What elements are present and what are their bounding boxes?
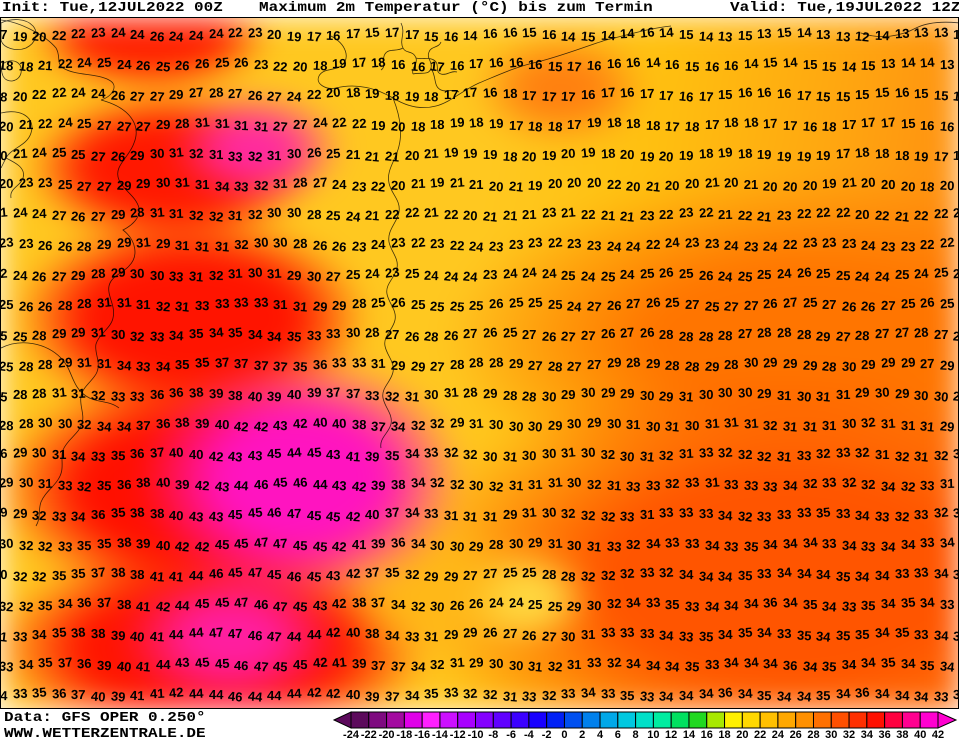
svg-text:8: 8 — [633, 729, 639, 741]
svg-text:-14: -14 — [432, 729, 449, 741]
svg-text:20: 20 — [736, 729, 748, 741]
svg-text:40: 40 — [914, 729, 926, 741]
svg-text:32: 32 — [843, 729, 855, 741]
svg-text:-20: -20 — [379, 729, 395, 741]
svg-text:-24: -24 — [343, 729, 360, 741]
svg-text:-18: -18 — [396, 729, 412, 741]
svg-text:-6: -6 — [506, 729, 516, 741]
svg-text:28: 28 — [807, 729, 819, 741]
svg-text:38: 38 — [896, 729, 908, 741]
svg-text:34: 34 — [861, 729, 874, 741]
svg-text:42: 42 — [932, 729, 944, 741]
svg-text:0: 0 — [561, 729, 567, 741]
svg-text:16: 16 — [701, 729, 713, 741]
svg-text:14: 14 — [683, 729, 696, 741]
svg-text:-10: -10 — [468, 729, 484, 741]
svg-text:18: 18 — [718, 729, 730, 741]
svg-text:24: 24 — [772, 729, 785, 741]
svg-text:-2: -2 — [542, 729, 552, 741]
svg-text:12: 12 — [665, 729, 677, 741]
svg-text:-22: -22 — [361, 729, 377, 741]
svg-text:-4: -4 — [524, 729, 535, 741]
svg-text:6: 6 — [615, 729, 621, 741]
svg-text:4: 4 — [597, 729, 604, 741]
svg-text:-8: -8 — [488, 729, 498, 741]
svg-text:36: 36 — [879, 729, 891, 741]
svg-text:10: 10 — [647, 729, 659, 741]
svg-text:26: 26 — [790, 729, 802, 741]
svg-text:-16: -16 — [414, 729, 430, 741]
svg-text:-12: -12 — [450, 729, 466, 741]
svg-text:30: 30 — [825, 729, 837, 741]
svg-text:2: 2 — [579, 729, 585, 741]
svg-text:22: 22 — [754, 729, 766, 741]
